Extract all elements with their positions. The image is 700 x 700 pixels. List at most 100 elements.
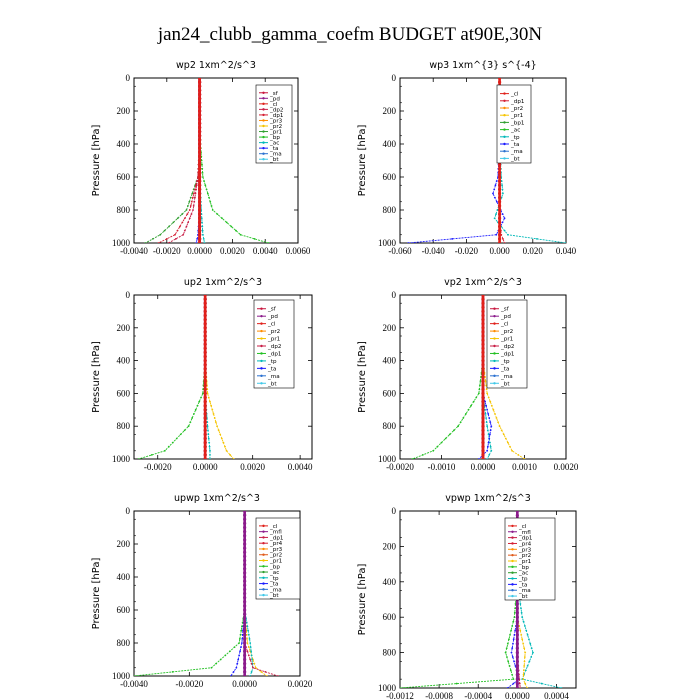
data-point (495, 180, 498, 183)
x-tick-label: -0.060 (388, 246, 412, 256)
y-tick-label: 600 (117, 172, 131, 182)
data-point (509, 669, 512, 672)
data-point (247, 654, 250, 657)
legend-label: _pr1 (518, 559, 532, 565)
legend-marker (511, 594, 514, 598)
x-tick-label: 0.0020 (240, 462, 265, 472)
data-point (509, 445, 511, 448)
legend-label: _dp1 (500, 351, 515, 357)
data-point (481, 453, 485, 457)
data-point (243, 645, 247, 649)
x-tick-label: -0.0020 (153, 246, 181, 256)
legend-label: _dp2 (500, 344, 514, 350)
data-point (490, 425, 493, 428)
legend-marker (503, 121, 506, 124)
x-tick-label: -0.0010 (428, 462, 456, 472)
legend-marker (503, 128, 506, 131)
legend-label: _dp1 (510, 99, 525, 105)
x-tick-label: -0.0040 (120, 246, 148, 256)
data-point (198, 109, 202, 113)
data-point (436, 445, 439, 448)
data-point (252, 666, 254, 669)
y-tick-label: 200 (383, 106, 397, 116)
legend-marker (511, 548, 514, 551)
data-point (503, 217, 506, 220)
data-point (507, 233, 509, 236)
data-point (243, 624, 247, 629)
legend-marker (493, 329, 496, 333)
data-point (470, 404, 472, 407)
x-tick-label: 0.040 (556, 246, 577, 256)
data-point (237, 658, 240, 661)
data-point (481, 363, 485, 367)
data-point (203, 309, 207, 313)
x-tick-label: 0.0010 (512, 462, 537, 472)
data-point (243, 563, 247, 567)
data-point (489, 400, 492, 403)
data-point (201, 233, 204, 236)
data-point (481, 342, 485, 346)
data-point (203, 428, 207, 432)
legend-label: _pr1 (269, 130, 283, 136)
legend-label: _pr4 (269, 541, 283, 547)
legend-label: _dp2 (267, 344, 281, 350)
legend-marker (262, 108, 265, 111)
data-point (243, 542, 247, 546)
data-point (480, 376, 482, 378)
legend-marker (262, 91, 265, 94)
legend-label: _sf (500, 307, 510, 313)
data-point (498, 171, 502, 175)
data-point (182, 233, 185, 236)
data-point (203, 318, 207, 322)
data-point (203, 242, 206, 243)
data-point (238, 642, 241, 644)
data-point (528, 638, 530, 641)
data-point (172, 221, 175, 224)
data-point (508, 664, 511, 667)
data-point (193, 196, 196, 199)
data-point (198, 138, 202, 142)
data-point (243, 517, 247, 521)
data-point (514, 607, 517, 610)
data-point (243, 670, 247, 674)
legend-label: _ac (518, 571, 528, 577)
data-point (198, 117, 202, 121)
panel-6: vpwp 1xm^2/s^3 Pressure [hPa] 0 200 400 600 80… (357, 493, 577, 700)
data-point (484, 380, 487, 382)
data-point (485, 388, 488, 391)
legend-marker (511, 577, 514, 580)
data-point (498, 163, 502, 167)
data-point (203, 375, 207, 379)
data-point (243, 596, 247, 600)
data-point (203, 363, 207, 367)
data-point (481, 318, 485, 322)
legend-marker (511, 589, 514, 592)
data-point (171, 670, 174, 673)
x-tick-label: -0.0020 (144, 462, 172, 472)
data-point (232, 458, 235, 459)
data-point (247, 633, 250, 636)
y-tick-label: 0 (126, 73, 131, 83)
data-point (486, 425, 489, 428)
data-point (198, 80, 202, 84)
y-tick-label: 200 (383, 541, 397, 551)
legend-box (253, 299, 295, 389)
data-point (515, 628, 519, 633)
data-point (243, 604, 247, 608)
legend-label: _pr4 (518, 541, 532, 547)
y-tick-label: 600 (383, 172, 397, 182)
data-point (203, 424, 207, 428)
y-tick-label: 400 (117, 139, 131, 149)
data-point (260, 670, 263, 673)
data-point (498, 425, 501, 428)
legend-label: _ma (269, 587, 282, 593)
data-point (481, 383, 485, 387)
data-point (520, 607, 522, 610)
legend-label: _pr2 (500, 329, 513, 335)
legend-box (486, 299, 528, 389)
data-point (167, 242, 170, 243)
legend-marker (262, 553, 265, 556)
data-point (250, 662, 253, 665)
data-point (487, 441, 490, 444)
